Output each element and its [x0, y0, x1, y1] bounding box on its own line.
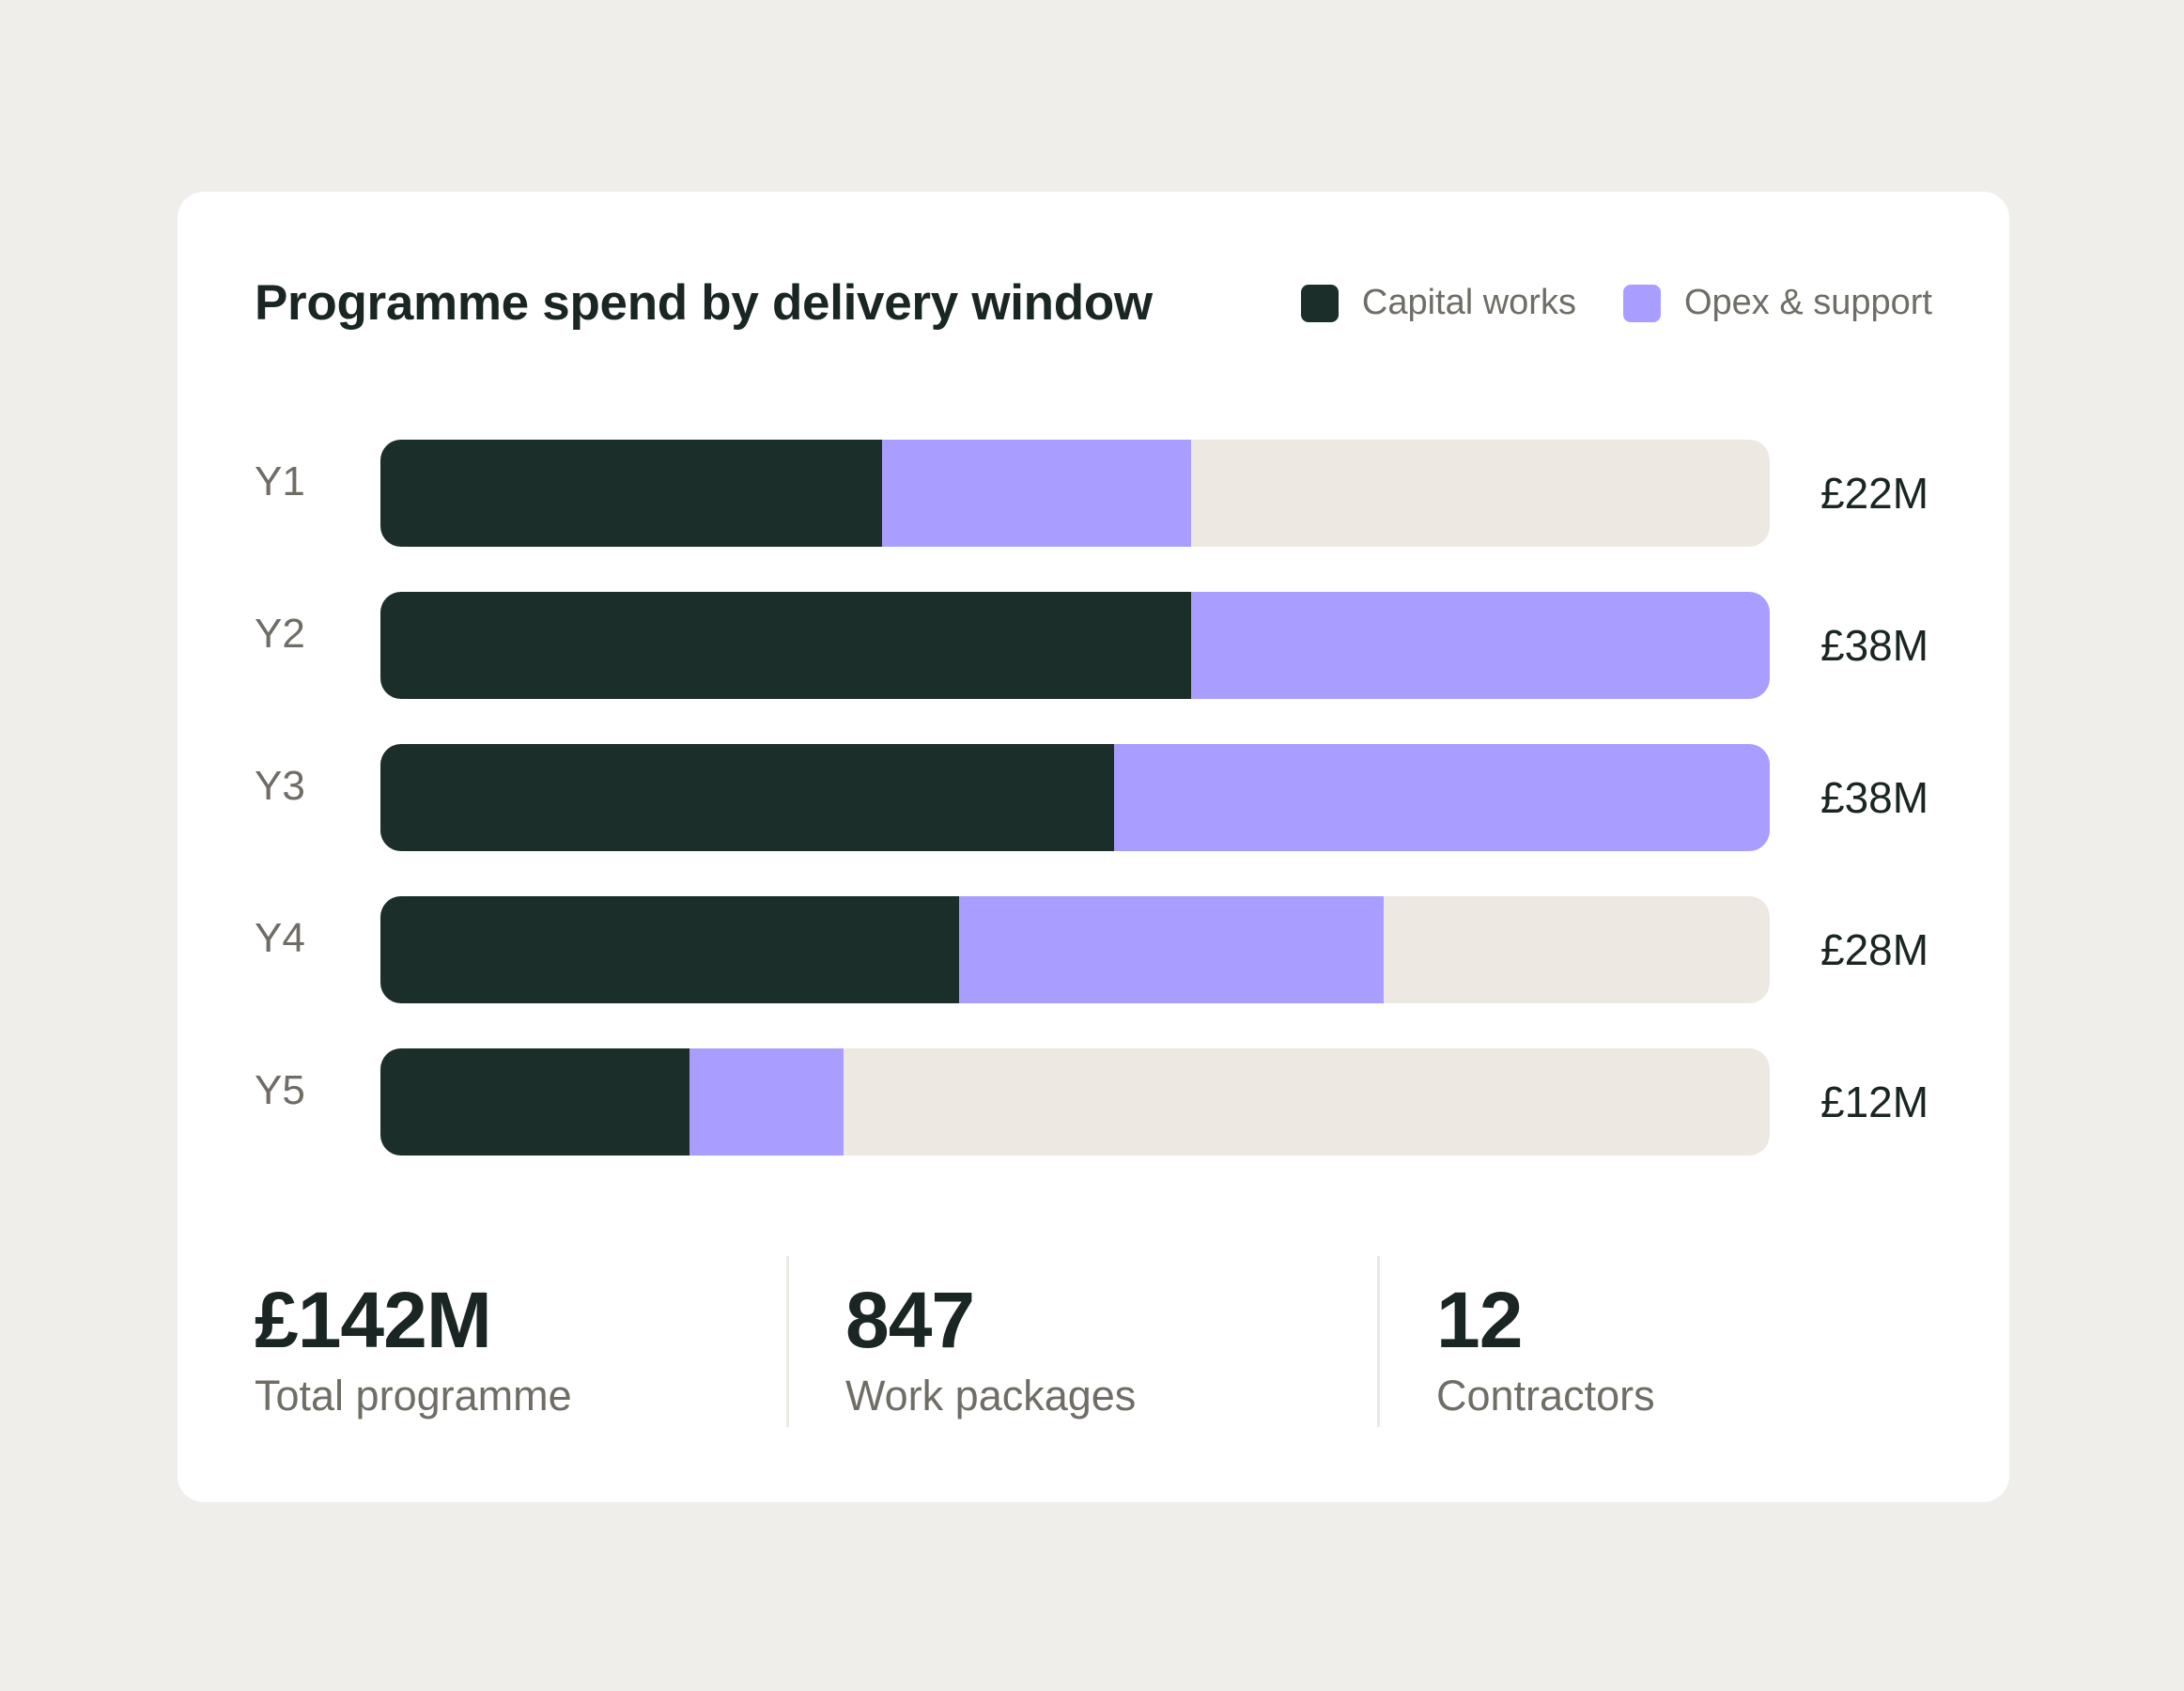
category-label: Y2: [255, 611, 305, 657]
chart-legend: Capital works Opex & support: [1300, 283, 1932, 323]
summary-stats: £142M Total programme 847 Work packages …: [255, 1256, 1932, 1427]
bar-segment-capital-works: [380, 896, 960, 1003]
bar-track: [380, 440, 1770, 547]
chart-title: Programme spend by delivery window: [255, 275, 1153, 331]
bar-total-label: £38M: [1820, 621, 1929, 670]
bar-segment-opex-support: [882, 440, 1191, 547]
bar-row-y3: Y3 £38M: [178, 744, 2009, 851]
stat-label: Total programme: [255, 1372, 572, 1420]
category-label: Y1: [255, 458, 305, 504]
stat-value: 847: [845, 1276, 975, 1364]
bar-track: [380, 896, 1770, 1003]
bar-segment-opex-support: [959, 896, 1385, 1003]
bar-segment-opex-support: [1190, 592, 1770, 699]
bar-segment-capital-works: [380, 1048, 689, 1156]
category-label: Y3: [255, 763, 305, 809]
bar-track: [380, 592, 1770, 699]
legend-swatch-capital-works: [1300, 284, 1339, 322]
bar-track: [380, 744, 1770, 851]
bar-segment-capital-works: [380, 744, 1114, 851]
bar-row-y1: Y1 £22M: [178, 440, 2009, 547]
legend-swatch-opex-support: [1622, 284, 1661, 322]
stat-divider: [786, 1256, 789, 1427]
legend-item-opex-support: Opex & support: [1622, 283, 1932, 323]
bar-total-label: £28M: [1820, 925, 1929, 974]
bar-track: [380, 1048, 1770, 1156]
stat-divider: [1377, 1256, 1380, 1427]
bar-segment-opex-support: [689, 1048, 844, 1156]
chart-card: Programme spend by delivery window Capit…: [178, 192, 2009, 1502]
bar-total-label: £22M: [1820, 469, 1929, 518]
bar-segment-capital-works: [380, 592, 1191, 699]
bar-total-label: £12M: [1820, 1078, 1929, 1126]
bar-total-label: £38M: [1820, 773, 1929, 822]
legend-label-capital-works: Capital works: [1361, 283, 1576, 322]
stat-label: Work packages: [845, 1372, 1137, 1420]
bar-row-y5: Y5 £12M: [178, 1048, 2009, 1156]
stat-label: Contractors: [1436, 1372, 1655, 1420]
bar-segment-capital-works: [380, 440, 883, 547]
bar-segment-opex-support: [1113, 744, 1770, 851]
bar-row-y4: Y4 £28M: [178, 896, 2009, 1003]
category-label: Y5: [255, 1067, 305, 1113]
bar-row-y2: Y2 £38M: [178, 592, 2009, 699]
legend-label-opex-support: Opex & support: [1683, 283, 1932, 322]
stat-value: £142M: [255, 1276, 492, 1364]
legend-item-capital-works: Capital works: [1300, 283, 1576, 323]
stat-value: 12: [1436, 1276, 1523, 1364]
category-label: Y4: [255, 915, 305, 961]
